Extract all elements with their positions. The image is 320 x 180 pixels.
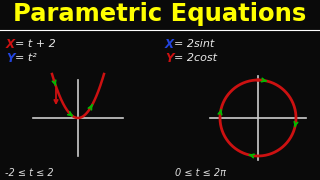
Text: -2 ≤ t ≤ 2: -2 ≤ t ≤ 2 [5, 168, 54, 178]
Text: = 2sint: = 2sint [174, 39, 214, 49]
Text: = 2cost: = 2cost [174, 53, 217, 63]
Text: = t + 2: = t + 2 [15, 39, 56, 49]
Text: Y: Y [6, 51, 14, 64]
Text: 0 ≤ t ≤ 2π: 0 ≤ t ≤ 2π [175, 168, 226, 178]
Text: Parametric Equations: Parametric Equations [13, 2, 307, 26]
Text: X: X [165, 37, 174, 51]
Text: = t²: = t² [15, 53, 37, 63]
Text: Y: Y [165, 51, 173, 64]
Text: X: X [6, 37, 15, 51]
